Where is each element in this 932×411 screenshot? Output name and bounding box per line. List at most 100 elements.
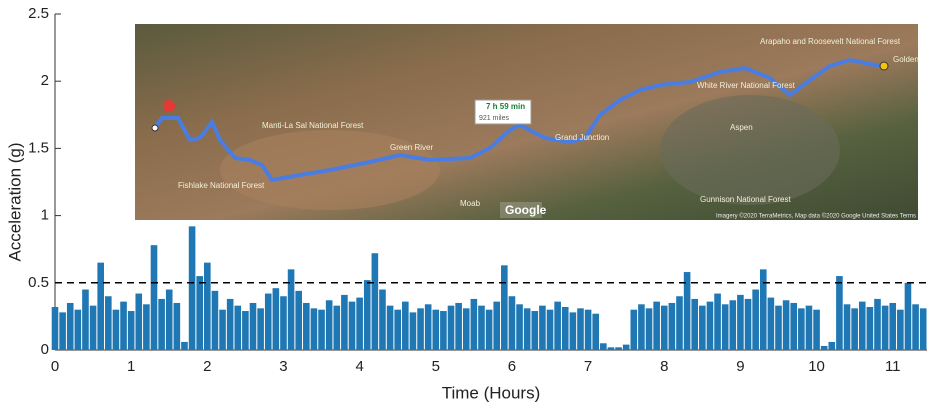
stem (508, 296, 516, 350)
stem (173, 302, 181, 350)
pin (163, 100, 176, 122)
x-tick-label: 5 (432, 358, 440, 375)
stem (866, 306, 874, 350)
stem (127, 311, 135, 350)
stem (318, 309, 325, 350)
y-tick-label: 1.5 (28, 139, 49, 156)
stem (386, 305, 394, 350)
stem (59, 312, 66, 350)
stem (897, 309, 904, 350)
place-label: Fishlake National Forest (178, 181, 265, 190)
stem (112, 309, 120, 350)
stem (699, 305, 706, 350)
stem (150, 245, 158, 350)
stem (417, 308, 424, 350)
x-tick-label: 0 (51, 358, 59, 375)
stem (188, 226, 196, 350)
y-tick-label: 2.5 (28, 5, 49, 22)
stem (737, 294, 744, 350)
stem (447, 305, 455, 350)
stem (805, 305, 813, 350)
stem (379, 289, 386, 350)
stem (714, 293, 721, 350)
stem (744, 298, 752, 350)
stem (759, 269, 767, 350)
place-label: Grand Junction (555, 133, 609, 142)
stem (539, 305, 546, 350)
stem (912, 304, 919, 350)
stem (592, 313, 600, 350)
x-tick-label: 3 (279, 358, 287, 375)
stem (158, 298, 165, 350)
stem (874, 298, 881, 350)
stem (660, 305, 668, 350)
stem (105, 296, 112, 350)
stem (561, 306, 569, 350)
stem (485, 309, 493, 350)
stem (645, 308, 653, 350)
stem (523, 308, 531, 350)
stem (615, 347, 622, 350)
stem (858, 301, 866, 350)
stem (348, 301, 356, 350)
stem (204, 262, 211, 350)
place-label: Aspen (730, 123, 753, 132)
y-tick-label: 1 (41, 207, 49, 224)
route (153, 57, 881, 183)
stem (333, 305, 341, 350)
place-label: Moab (460, 199, 481, 208)
stem (767, 297, 775, 350)
stem (211, 290, 219, 350)
stem (242, 311, 249, 350)
x-tick-label: 10 (808, 358, 825, 375)
stem (546, 309, 554, 350)
x-tick-label: 9 (736, 358, 744, 375)
stem (272, 288, 280, 350)
stem (836, 276, 843, 350)
stem (790, 302, 798, 350)
x-tick-label: 2 (203, 358, 211, 375)
x-tick-label: 8 (660, 358, 668, 375)
stem (516, 304, 523, 350)
stem (234, 305, 242, 350)
stem (881, 305, 889, 350)
stem (577, 308, 584, 350)
stem (82, 289, 89, 350)
x-tick-label: 11 (885, 358, 901, 375)
brand-bg (500, 202, 542, 218)
route-end (879, 61, 889, 71)
place-label: Green River (390, 143, 433, 152)
stem (889, 302, 897, 350)
stem (226, 298, 234, 350)
x-axis-label: Time (Hours) (442, 383, 541, 402)
stem (782, 300, 790, 350)
stem (363, 280, 371, 350)
stem (775, 305, 782, 350)
stem (219, 309, 226, 350)
stem (295, 290, 303, 350)
stem (325, 300, 333, 350)
map-inset: 7 h 59 min 921 miles Google Imagery ©202… (135, 24, 919, 220)
stem (97, 262, 104, 350)
place-label: Golden (893, 55, 919, 64)
attribution: Imagery ©2020 TerraMetrics, Map data ©20… (716, 213, 916, 220)
stem (904, 282, 912, 350)
stem (493, 301, 501, 350)
stem (706, 301, 714, 350)
stem (638, 304, 645, 350)
stem (729, 300, 737, 350)
stem (470, 298, 478, 350)
x-tick-label: 6 (508, 358, 516, 375)
stem (462, 308, 470, 350)
stem (478, 305, 485, 350)
x-tick-label: 4 (355, 358, 363, 375)
stem (341, 294, 348, 350)
stem (165, 289, 173, 350)
stem (820, 345, 828, 350)
y-tick-label: 0 (41, 341, 49, 358)
stem (569, 312, 577, 350)
stem (120, 301, 127, 350)
stem (135, 293, 143, 350)
route-callout (474, 99, 532, 125)
